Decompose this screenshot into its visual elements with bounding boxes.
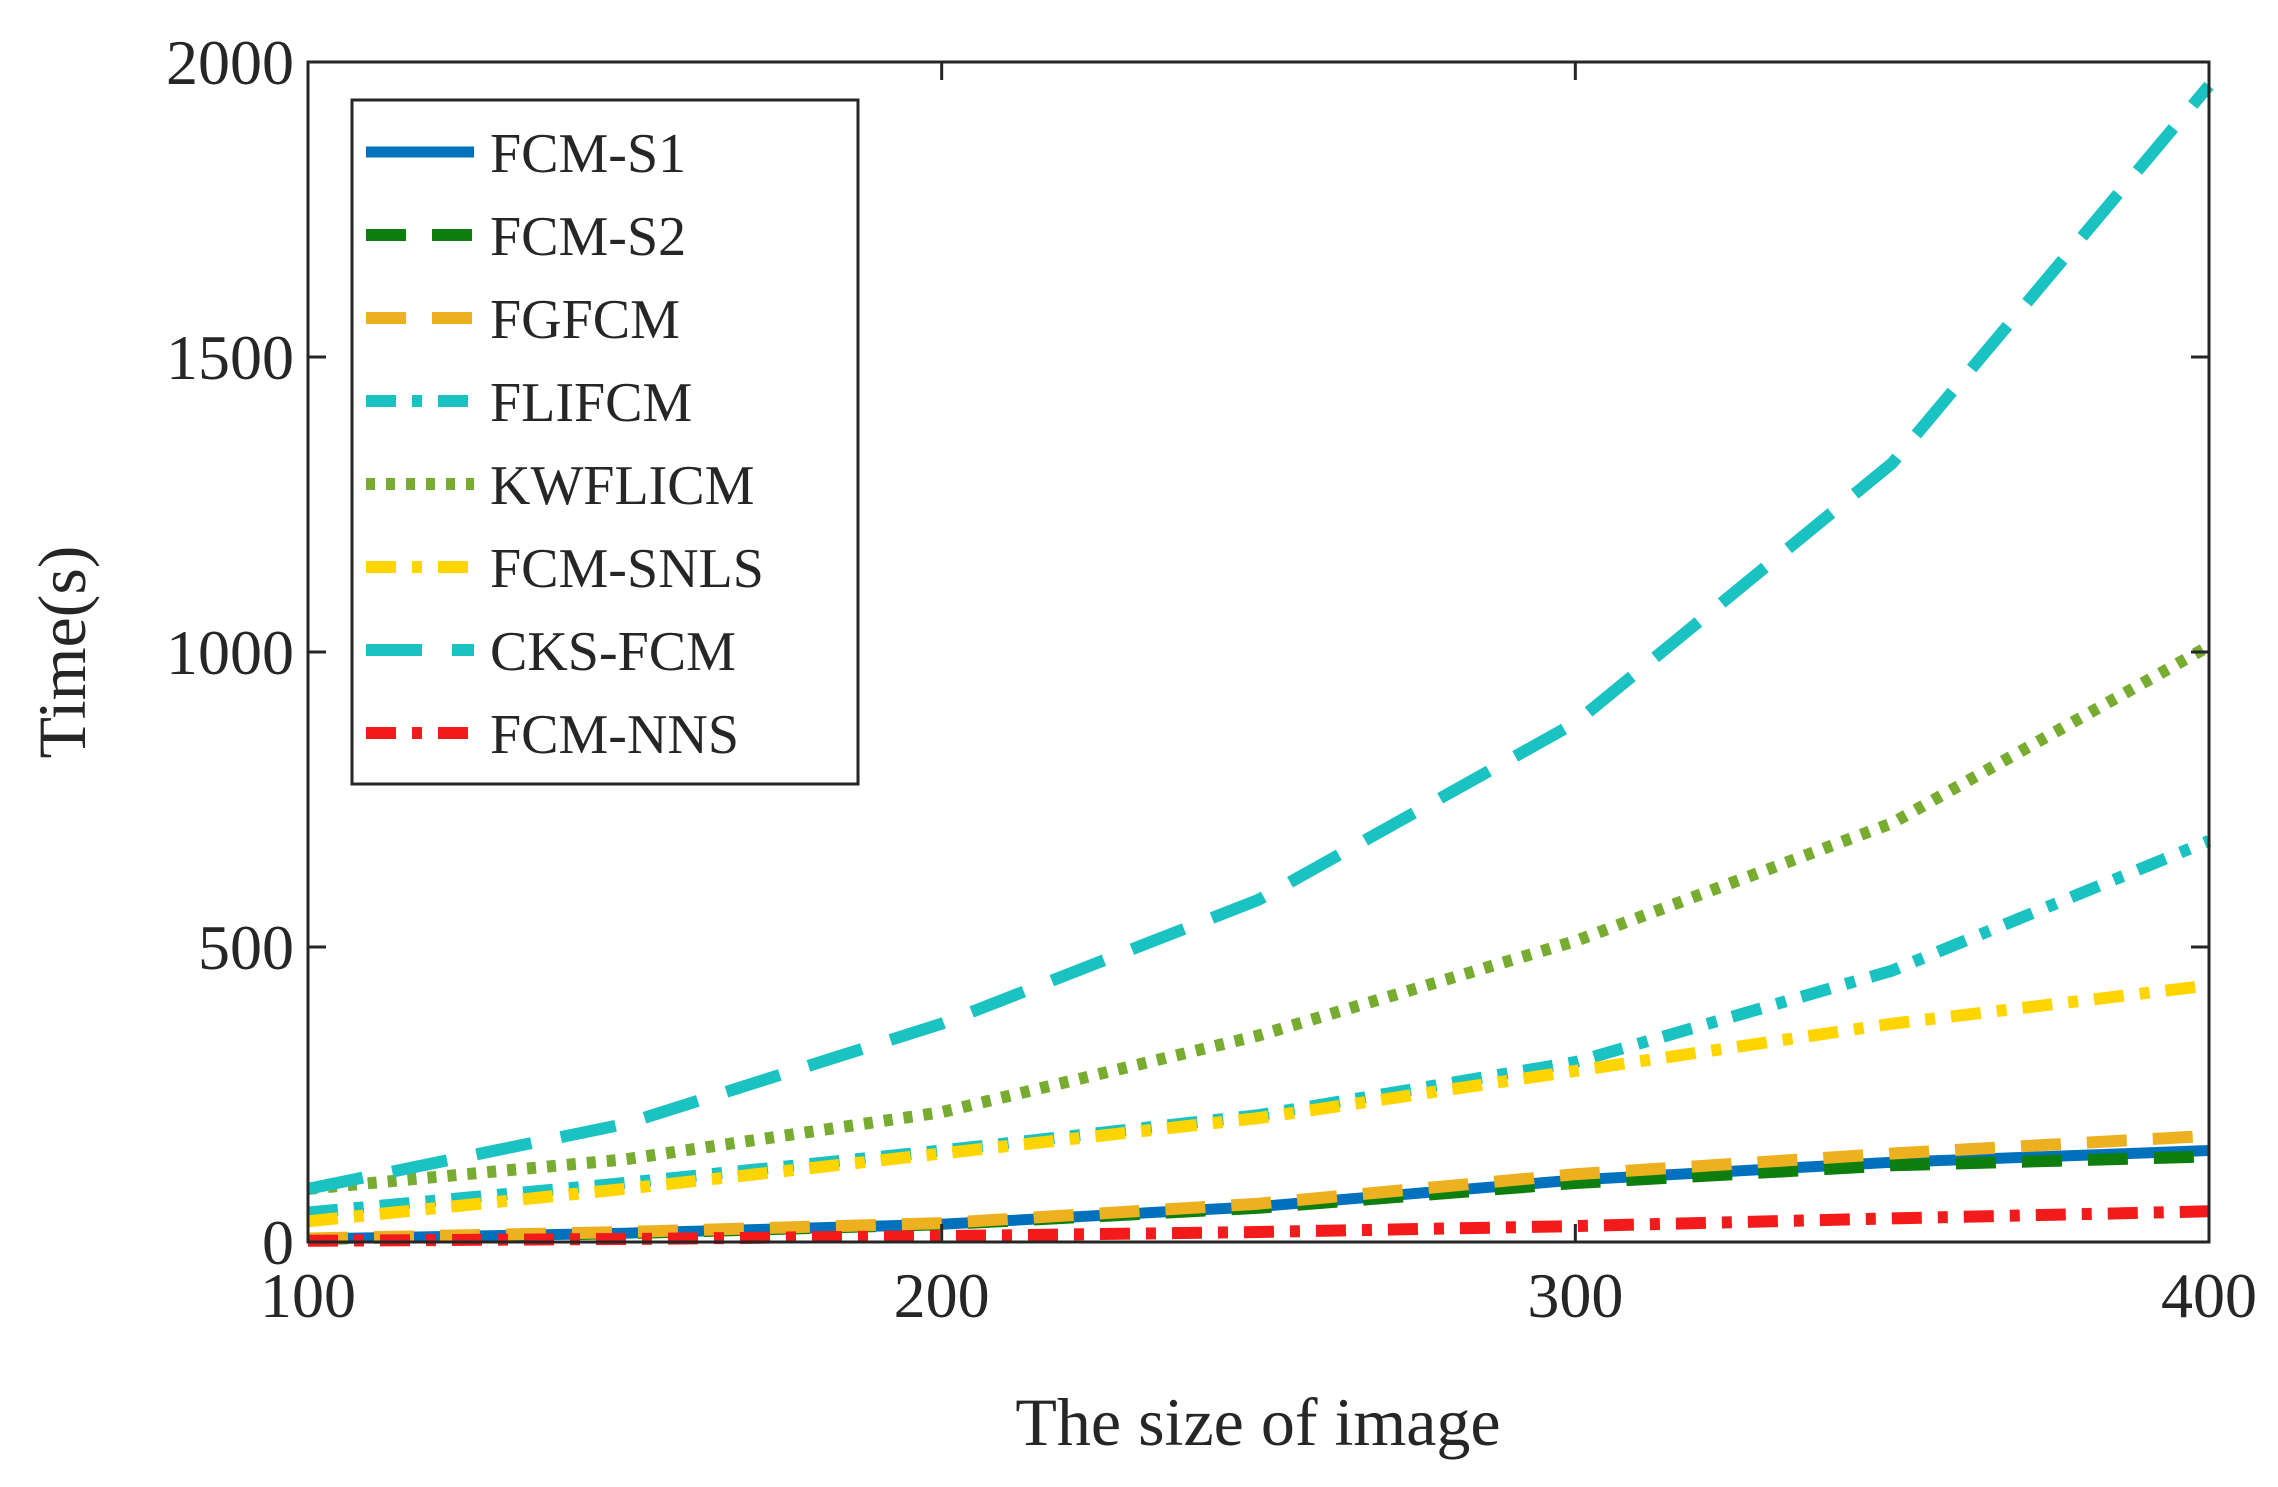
legend-label-fcm-s1: FCM-S1 bbox=[490, 123, 686, 185]
y-tick-label: 2000 bbox=[166, 27, 294, 98]
legend-label-cks-fcm: CKS-FCM bbox=[490, 621, 736, 683]
legend-box bbox=[350, 98, 860, 786]
legend-label-fgfcm: FGFCM bbox=[490, 289, 680, 351]
legend-label-kwflicm: KWFLICM bbox=[490, 455, 754, 517]
series-line-fgfcm bbox=[307, 1129, 2210, 1245]
series-layer bbox=[306, 81, 2214, 1247]
legend-label-fcm-s2: FCM-S2 bbox=[490, 206, 686, 268]
legend-label-fcm-nns: FCM-NNS bbox=[490, 704, 739, 766]
x-tick-label: 400 bbox=[2161, 1260, 2257, 1331]
y-tick-label: 0 bbox=[262, 1207, 294, 1278]
legend-label-fcm-snls: FCM-SNLS bbox=[490, 538, 764, 600]
series-line-fcm-snls bbox=[307, 979, 2210, 1228]
x-tick-label: 200 bbox=[894, 1260, 990, 1331]
y-axis-label: Time(s) bbox=[24, 546, 100, 759]
y-tick-label: 1000 bbox=[166, 617, 294, 688]
x-tick-label: 300 bbox=[1527, 1260, 1623, 1331]
y-tick-label: 500 bbox=[198, 912, 294, 983]
series-line-cks-fcm bbox=[306, 81, 2214, 1195]
ticks-layer: 100 200 300 400 0 500 1000 1500 2000 bbox=[166, 27, 2257, 1331]
series-line-kwflicm bbox=[307, 640, 2212, 1195]
y-tick-label: 1500 bbox=[166, 322, 294, 393]
x-tick-label: 100 bbox=[260, 1260, 356, 1331]
x-axis-label: The size of image bbox=[1015, 1384, 1500, 1460]
legend-label-flifcm: FLIFCM bbox=[490, 372, 692, 434]
series-line-fcm-nns bbox=[307, 1205, 2210, 1247]
legend: FCM-S1 FCM-S2 FGFCM FLIFCM KWFLICM FCM-SNLS CK… bbox=[350, 98, 860, 786]
